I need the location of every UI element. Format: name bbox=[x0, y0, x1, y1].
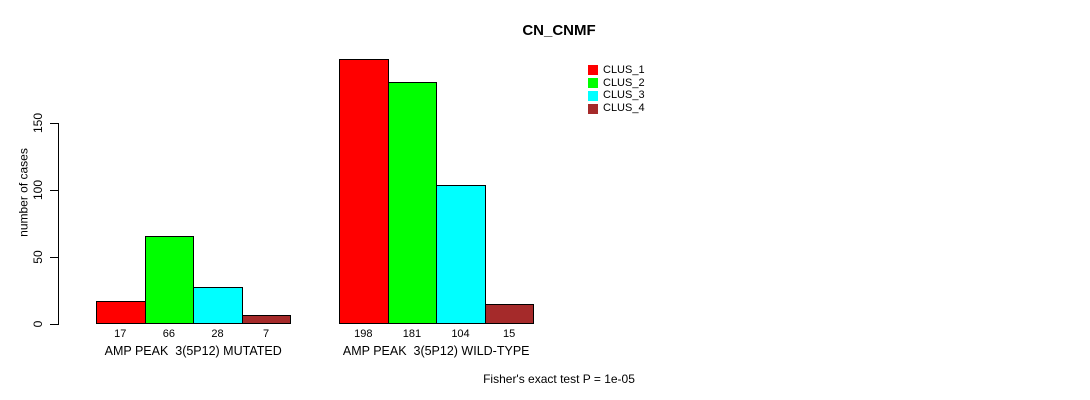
legend: CLUS_1 CLUS_2 CLUS_3 CLUS_4 bbox=[588, 64, 645, 115]
fisher-test-annotation: Fisher's exact test P = 1e-05 bbox=[483, 372, 635, 386]
legend-label: CLUS_2 bbox=[603, 76, 645, 89]
group-label: AMP PEAK 3(5P12) WILD-TYPE bbox=[342, 344, 530, 358]
legend-label: CLUS_3 bbox=[603, 89, 645, 102]
legend-swatch-clus_2 bbox=[588, 78, 598, 89]
legend-item-clus_1: CLUS_1 bbox=[588, 64, 645, 77]
bar-value-label: 28 bbox=[211, 328, 224, 340]
bar-clus_4-group2 bbox=[484, 303, 535, 324]
y-tick bbox=[50, 257, 59, 259]
y-tick bbox=[50, 123, 59, 125]
bar-clus_3-group2 bbox=[436, 184, 486, 324]
bar-value-label: 66 bbox=[162, 328, 176, 340]
legend-item-clus_2: CLUS_2 bbox=[588, 77, 645, 90]
y-tick bbox=[50, 190, 59, 192]
bar-clus_2-group2 bbox=[387, 81, 438, 324]
legend-item-clus_4: CLUS_4 bbox=[588, 102, 645, 115]
chart-title: CN_CNMF bbox=[522, 22, 596, 39]
bar-value-label: 15 bbox=[502, 328, 516, 340]
legend-swatch-clus_4 bbox=[588, 103, 598, 114]
bar-value-label: 181 bbox=[402, 328, 422, 340]
y-tick-label: 100 bbox=[31, 180, 45, 201]
bar-clus_4-group1 bbox=[241, 314, 292, 324]
legend-label: CLUS_4 bbox=[603, 102, 645, 115]
group-label: AMP PEAK 3(5P12) MUTATED bbox=[104, 344, 282, 358]
y-axis-line bbox=[58, 123, 59, 325]
bar-value-label: 198 bbox=[354, 328, 373, 340]
legend-label: CLUS_1 bbox=[603, 63, 645, 76]
bar-clus_3-group1 bbox=[193, 286, 243, 324]
bar-clus_1-group1 bbox=[96, 301, 146, 324]
y-tick-label: 150 bbox=[31, 113, 45, 134]
y-tick-label: 0 bbox=[31, 320, 45, 328]
bar-value-label: 7 bbox=[263, 328, 270, 340]
bar-value-label: 17 bbox=[114, 328, 127, 340]
bar-clus_1-group2 bbox=[339, 59, 389, 324]
y-tick bbox=[50, 324, 59, 325]
legend-swatch-clus_1 bbox=[588, 65, 598, 76]
legend-swatch-clus_3 bbox=[588, 90, 598, 101]
bar-value-label: 104 bbox=[451, 328, 470, 340]
bar-clus_2-group1 bbox=[144, 235, 195, 324]
legend-item-clus_3: CLUS_3 bbox=[588, 90, 645, 103]
y-tick-label: 50 bbox=[31, 250, 45, 264]
